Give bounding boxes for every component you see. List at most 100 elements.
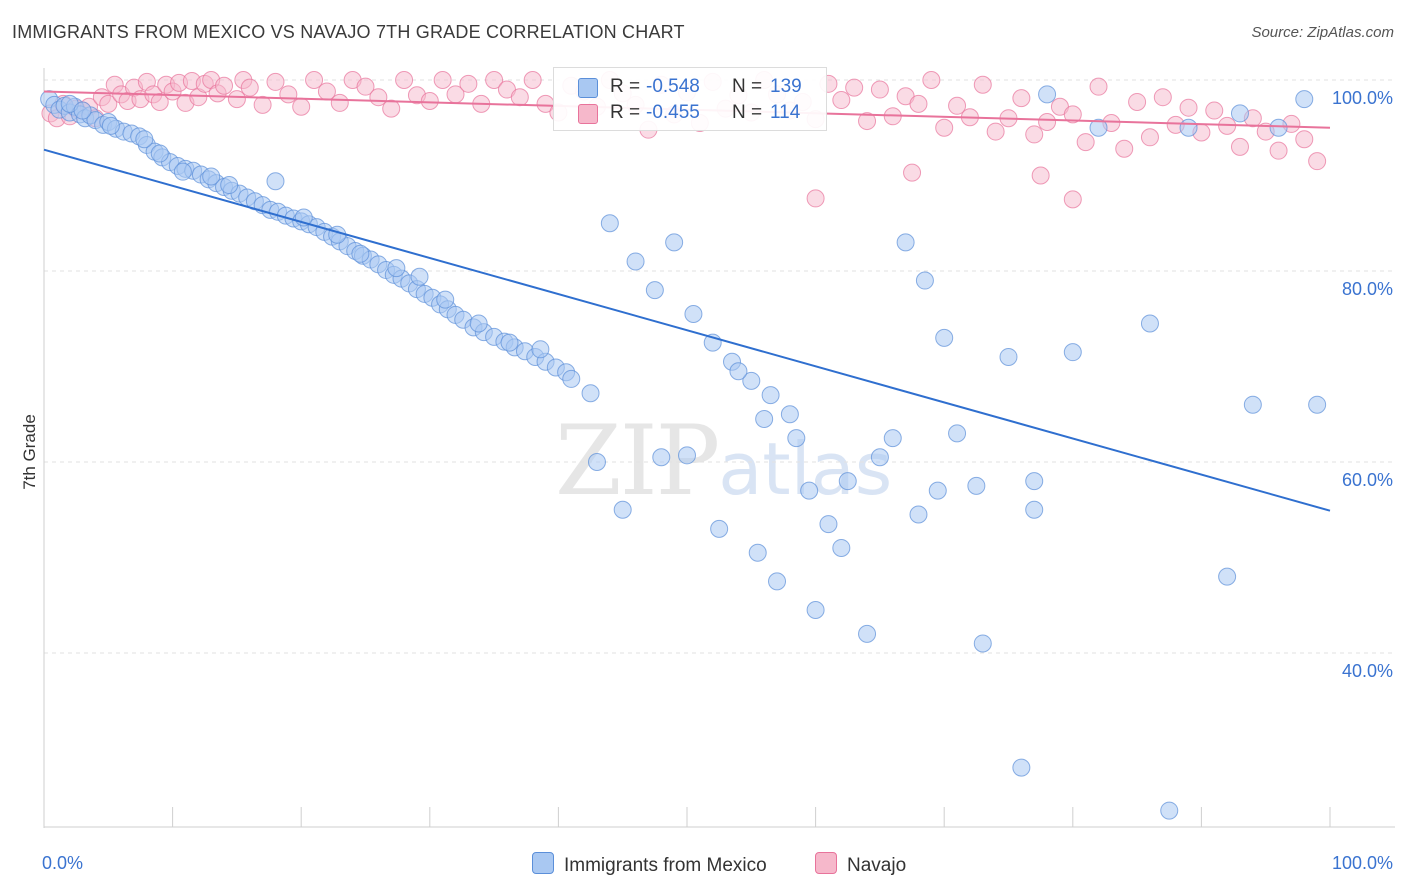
data-point-mexico xyxy=(665,233,684,252)
bottom-legend-label-mexico: Immigrants from Mexico xyxy=(564,855,767,876)
data-point-mexico xyxy=(652,448,671,467)
data-point-mexico xyxy=(1038,85,1057,104)
data-point-navajo xyxy=(1063,190,1082,209)
data-point-mexico xyxy=(1308,395,1327,414)
y-tick-label: 60.0% xyxy=(1342,470,1393,490)
data-point-mexico xyxy=(645,281,664,300)
legend-r-value: -0.455 xyxy=(646,102,700,123)
data-point-navajo xyxy=(150,92,169,111)
legend-n-label: N = xyxy=(732,76,763,97)
data-point-navajo xyxy=(935,118,954,137)
data-point-mexico xyxy=(787,429,806,448)
data-point-mexico xyxy=(967,476,986,495)
data-point-mexico xyxy=(806,601,825,620)
data-point-navajo xyxy=(1153,88,1172,107)
data-point-mexico xyxy=(999,347,1018,366)
data-point-mexico xyxy=(500,333,519,352)
data-point-navajo xyxy=(227,90,246,109)
y-tick-label: 80.0% xyxy=(1342,279,1393,299)
data-point-mexico xyxy=(1025,472,1044,491)
watermark: ZIPatlas xyxy=(555,405,892,517)
data-point-mexico xyxy=(410,267,429,286)
data-point-navajo xyxy=(1128,92,1147,111)
data-point-navajo xyxy=(1012,89,1031,108)
bottom-legend-swatch-navajo xyxy=(815,852,837,874)
data-point-navajo xyxy=(330,93,349,112)
data-point-mexico xyxy=(896,233,915,252)
x-tick-label: 100.0% xyxy=(1332,853,1393,873)
data-point-mexico xyxy=(351,244,370,263)
data-point-mexico xyxy=(613,500,632,519)
data-point-navajo xyxy=(1031,166,1050,185)
data-point-mexico xyxy=(562,369,581,388)
data-point-mexico xyxy=(1218,567,1237,586)
legend-n-label: N = xyxy=(732,102,763,123)
data-point-mexico xyxy=(1243,395,1262,414)
data-point-mexico xyxy=(626,252,645,271)
data-point-mexico xyxy=(748,543,767,562)
data-point-navajo xyxy=(903,163,922,182)
data-point-mexico xyxy=(832,538,851,557)
source-label: Source: ZipAtlas.com xyxy=(1251,24,1394,41)
data-point-navajo xyxy=(870,80,889,99)
data-point-mexico xyxy=(883,429,902,448)
bottom-legend-swatch-mexico xyxy=(532,852,554,874)
correlation-legend: R = -0.548 N = 139 R = -0.455 N = 114 xyxy=(553,67,827,131)
data-point-navajo xyxy=(382,99,401,118)
data-point-navajo xyxy=(1308,152,1327,171)
data-point-navajo xyxy=(1295,130,1314,149)
data-point-mexico xyxy=(531,340,550,359)
data-point-mexico xyxy=(387,259,406,278)
data-point-mexico xyxy=(587,453,606,471)
data-point-mexico xyxy=(1012,758,1031,777)
data-point-mexico xyxy=(1140,314,1159,333)
data-point-mexico xyxy=(678,446,696,465)
data-point-mexico xyxy=(469,314,488,333)
legend-r-label: R = xyxy=(610,102,641,123)
data-point-mexico xyxy=(742,371,761,390)
data-point-mexico xyxy=(150,144,169,163)
y-tick-label: 100.0% xyxy=(1332,88,1393,108)
data-point-navajo xyxy=(1230,137,1249,156)
data-point-mexico xyxy=(729,362,748,381)
data-point-mexico xyxy=(202,167,221,186)
data-point-mexico xyxy=(915,271,934,290)
data-point-mexico xyxy=(1025,500,1044,519)
data-point-navajo xyxy=(485,71,504,89)
data-point-mexico xyxy=(948,424,967,443)
data-point-navajo xyxy=(832,91,851,110)
data-point-navajo xyxy=(1140,128,1159,147)
y-tick-label: 40.0% xyxy=(1342,661,1393,681)
data-point-navajo xyxy=(1179,98,1198,117)
data-point-mexico xyxy=(870,448,889,467)
bottom-legend-navajo: Navajo xyxy=(815,852,906,877)
data-point-navajo xyxy=(1269,141,1288,160)
legend-swatch-navajo xyxy=(578,104,598,124)
data-point-mexico xyxy=(266,172,285,191)
data-point-navajo xyxy=(253,95,272,114)
data-point-navajo xyxy=(99,94,118,113)
bottom-legend-mexico: Immigrants from Mexico xyxy=(532,852,767,877)
data-point-mexico xyxy=(710,519,729,538)
data-point-mexico xyxy=(755,410,774,429)
data-point-navajo xyxy=(1076,133,1095,152)
data-point-mexico xyxy=(780,405,799,424)
legend-n-value: 114 xyxy=(770,102,801,123)
x-tick-label: 0.0% xyxy=(42,853,83,873)
data-point-navajo xyxy=(356,77,375,96)
data-point-navajo xyxy=(986,122,1005,141)
data-point-navajo xyxy=(1115,139,1134,158)
data-point-mexico xyxy=(909,505,928,524)
legend-r-label: R = xyxy=(610,76,641,97)
legend-swatch-mexico xyxy=(578,78,598,98)
data-point-mexico xyxy=(768,572,787,591)
data-point-navajo xyxy=(909,94,928,113)
data-point-mexico xyxy=(935,328,954,347)
data-point-mexico xyxy=(838,472,857,491)
data-point-mexico xyxy=(684,304,703,323)
data-point-mexico xyxy=(858,624,877,643)
data-point-mexico xyxy=(1179,118,1198,137)
trend-line-mexico xyxy=(43,148,1331,512)
data-point-navajo xyxy=(395,71,414,89)
